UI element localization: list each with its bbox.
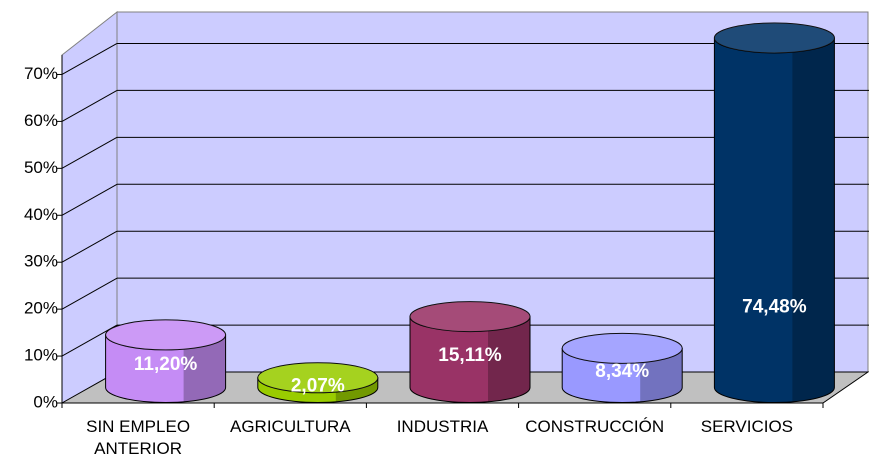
bar-shade [792, 37, 835, 402]
value-label: 2,07% [291, 376, 345, 397]
value-label: 11,20% [134, 354, 197, 375]
bar-top [105, 319, 227, 351]
bar-top-shine [714, 22, 835, 53]
y-tick-label: 30% [24, 252, 58, 271]
grid-line-side [61, 89, 118, 122]
x-tick-label: SERVICIOS [700, 417, 794, 436]
bar-shade [335, 377, 378, 402]
bar-top-shine [562, 333, 683, 364]
x-tick-label: INDUSTRIA [396, 417, 489, 436]
value-label: 74,48% [742, 297, 807, 318]
bar [409, 316, 531, 403]
grid-line-side [61, 136, 118, 169]
bar [713, 37, 835, 403]
bar-shade [488, 316, 530, 402]
bar-top [713, 22, 835, 54]
y-tick-label: 70% [24, 64, 58, 83]
bar-top [409, 301, 531, 333]
y-tick-label: 0% [33, 392, 58, 411]
value-label: 15,11% [438, 345, 501, 366]
y-tick-label: 50% [24, 158, 58, 177]
x-tick-label: AGRICULTURA [230, 417, 351, 436]
value-label: 8,34% [595, 361, 649, 382]
y-tick-label: 40% [24, 205, 58, 224]
x-tick-label: CONSTRUCCIÓN [525, 417, 665, 436]
bar [105, 334, 227, 403]
bar-top [257, 362, 379, 394]
bar-top [561, 332, 683, 364]
grid-line-side [61, 183, 118, 216]
bar-top-shine [257, 362, 378, 393]
y-tick-label: 60% [24, 111, 58, 130]
bar-shade [183, 334, 226, 402]
grid-line-side [61, 230, 118, 263]
grid-line-side [61, 277, 118, 310]
grid-line-side [61, 43, 118, 75]
bar-top-shine [410, 301, 530, 332]
bar-top-shine [105, 319, 226, 350]
y-tick-label: 20% [24, 299, 58, 318]
y-tick-label: 10% [24, 346, 58, 365]
x-tick-label: SIN EMPLEO ANTERIOR [86, 417, 191, 458]
